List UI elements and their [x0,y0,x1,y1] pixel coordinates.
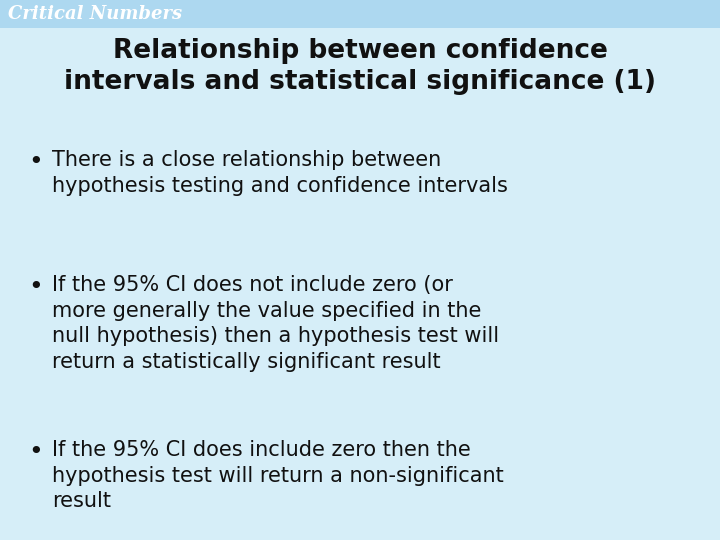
Text: Relationship between confidence
intervals and statistical significance (1): Relationship between confidence interval… [64,38,656,95]
Text: Critical Numbers: Critical Numbers [8,5,182,23]
Bar [0,0,720,28]
Text: •: • [28,150,42,174]
Text: If the 95% CI does include zero then the
hypothesis test will return a non-signi: If the 95% CI does include zero then the… [52,440,504,511]
Text: •: • [28,275,42,299]
Text: •: • [28,440,42,464]
Text: If the 95% CI does not include zero (or
more generally the value specified in th: If the 95% CI does not include zero (or … [52,275,499,372]
Text: There is a close relationship between
hypothesis testing and confidence interval: There is a close relationship between hy… [52,150,508,195]
